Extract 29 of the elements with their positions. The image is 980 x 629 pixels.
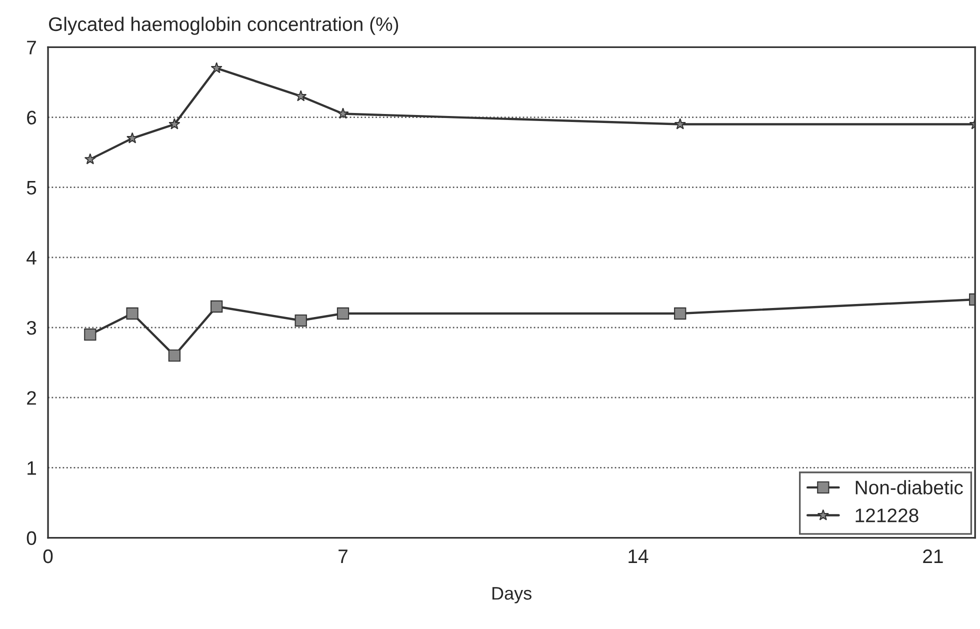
point (84, 328, 96, 341)
y-tick-label: 1 (28, 461, 36, 475)
point (126, 307, 138, 320)
x-tick-label: 14 (628, 550, 648, 563)
point (168, 118, 180, 130)
point (210, 300, 223, 313)
x-tick-label: 0 (43, 549, 53, 564)
x-axis-title: Days (492, 587, 532, 604)
y-tick-label: 4 (26, 251, 36, 264)
point (294, 314, 307, 327)
point (337, 108, 349, 119)
point (168, 349, 181, 362)
legend-label: 121228 (856, 508, 918, 522)
y-tick-label: 2 (27, 391, 36, 405)
point (674, 118, 686, 130)
x-tick-label: 7 (338, 550, 348, 563)
point (674, 307, 686, 320)
point (295, 90, 307, 102)
x-tick-label: 21 (923, 549, 943, 563)
y-tick-label: 0 (26, 531, 36, 546)
y-axis-title: Glycated haemoglobin concentration (%) (49, 16, 398, 35)
y-tick-label: 6 (27, 110, 36, 124)
legend-label: Non-diabetic (856, 480, 963, 494)
y-tick-label: 5 (26, 181, 36, 195)
point (336, 307, 350, 320)
y-tick-label: 3 (26, 320, 36, 335)
y-tick-label: 7 (27, 40, 36, 54)
point (84, 153, 96, 164)
point (210, 62, 222, 74)
